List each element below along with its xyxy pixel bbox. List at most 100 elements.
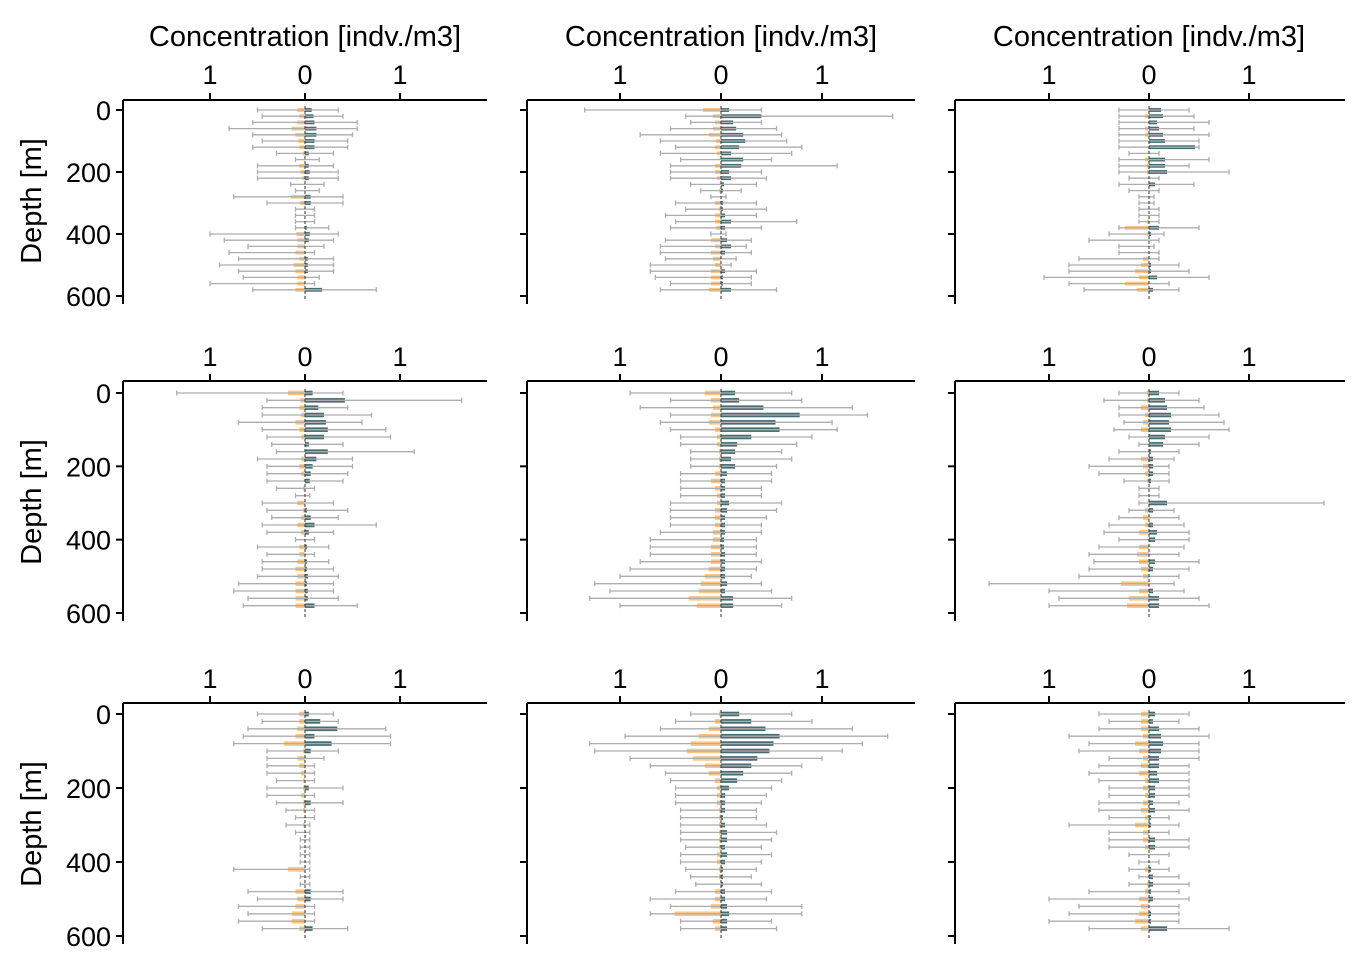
error-bar-negative	[1108, 829, 1149, 835]
error-bar-positive	[1149, 911, 1180, 917]
error-bar-negative	[669, 169, 721, 175]
error-bar-positive	[305, 763, 316, 769]
error-bar-negative	[1138, 500, 1149, 506]
error-bar-negative	[619, 573, 721, 579]
error-bar-positive	[1149, 711, 1190, 717]
error-bar-positive	[1149, 485, 1160, 491]
x-tick-label: 1	[814, 664, 829, 694]
error-bar-negative	[659, 726, 721, 732]
error-bar-negative	[266, 529, 305, 535]
error-bar-negative	[1118, 405, 1149, 411]
error-bar-negative	[679, 441, 721, 447]
error-bar-positive	[305, 144, 349, 150]
error-bar-negative	[679, 822, 721, 828]
error-bar-positive	[1149, 256, 1160, 262]
error-bar-positive	[305, 262, 335, 268]
error-bar-positive	[1149, 718, 1180, 724]
error-bar-positive	[1149, 763, 1190, 769]
error-bar-positive	[1149, 194, 1155, 200]
error-bar-positive	[1149, 507, 1175, 513]
error-bar-positive	[1149, 896, 1190, 902]
error-bar-positive	[721, 566, 757, 572]
error-bar-positive	[1149, 419, 1225, 425]
error-bar-positive	[721, 478, 773, 484]
error-bar-negative	[594, 581, 721, 587]
error-bar-positive	[305, 741, 392, 747]
error-bar-negative	[679, 493, 721, 499]
error-bar-positive	[721, 456, 793, 462]
error-bar-positive	[1149, 822, 1180, 828]
error-bar-positive	[1149, 250, 1160, 256]
error-bar-negative	[1118, 537, 1149, 543]
error-bar-negative	[1118, 449, 1149, 455]
error-bar-negative	[1058, 595, 1149, 601]
error-bar-negative	[659, 287, 721, 293]
error-bar-positive	[721, 281, 752, 287]
error-bar-positive	[721, 588, 773, 594]
error-bar-positive	[305, 157, 320, 163]
error-bar-positive	[1149, 268, 1190, 274]
error-bar-positive	[721, 733, 889, 739]
error-bar-positive	[305, 829, 311, 835]
error-bar-positive	[305, 188, 320, 194]
error-bar-positive	[1149, 493, 1160, 499]
error-bar-negative	[690, 463, 721, 469]
error-bar-negative	[261, 559, 305, 565]
error-bar-positive	[305, 225, 330, 231]
error-bar-negative	[285, 807, 305, 813]
error-bar-positive	[721, 837, 773, 843]
error-bar-negative	[256, 544, 305, 550]
error-bar-negative	[294, 212, 305, 218]
error-bar-negative	[261, 405, 305, 411]
x-axis-title-col-1: Concentration [indv./m3]	[149, 21, 461, 53]
error-bar-negative	[1118, 132, 1149, 138]
error-bar-negative	[1128, 434, 1149, 440]
error-bar-positive	[305, 449, 415, 455]
error-bar-negative	[690, 181, 721, 187]
error-bar-negative	[679, 434, 721, 440]
error-bar-positive	[305, 412, 373, 418]
error-bar-negative	[237, 581, 305, 587]
error-bar-positive	[1149, 544, 1185, 550]
error-bar-positive	[305, 559, 330, 565]
error-bar-negative	[649, 544, 721, 550]
error-bar-positive	[305, 785, 344, 791]
x-tick-label: 0	[297, 342, 312, 372]
error-bar-negative	[233, 866, 305, 872]
error-bar-positive	[305, 918, 316, 924]
error-bar-positive	[1149, 573, 1180, 579]
error-bar-negative	[685, 113, 721, 119]
error-bar-positive	[305, 537, 316, 543]
error-bar-positive	[305, 456, 354, 462]
error-bar-positive	[1149, 837, 1190, 843]
error-bar-positive	[305, 107, 339, 113]
error-bar-negative	[639, 405, 721, 411]
error-bar-negative	[1138, 200, 1149, 206]
error-bar-negative	[1088, 566, 1149, 572]
error-bar-positive	[1149, 770, 1190, 776]
x-tick-label: 1	[814, 342, 829, 372]
error-bar-positive	[305, 194, 344, 200]
error-bar-negative	[1118, 390, 1149, 396]
error-bar-negative	[629, 566, 721, 572]
error-bar-positive	[305, 544, 330, 550]
error-bar-negative	[649, 896, 721, 902]
error-bar-negative	[674, 785, 721, 791]
error-bar-negative	[679, 478, 721, 484]
error-bar-positive	[721, 515, 768, 521]
error-bar-negative	[679, 815, 721, 821]
error-bar-positive	[721, 718, 813, 724]
error-bar-positive	[1149, 903, 1180, 909]
x-tick-label: 1	[202, 664, 217, 694]
error-bar-negative	[1108, 844, 1149, 850]
error-bar-positive	[721, 390, 793, 396]
y-tick-label: 200	[66, 158, 111, 188]
error-bar-positive	[1149, 132, 1210, 138]
error-bar-positive	[305, 126, 358, 132]
error-bar-negative	[649, 911, 721, 917]
error-bar-negative	[261, 566, 305, 572]
error-bar-negative	[1138, 859, 1149, 865]
error-bar-positive	[721, 852, 773, 858]
error-bar-positive	[305, 874, 311, 880]
error-bar-negative	[233, 741, 305, 747]
